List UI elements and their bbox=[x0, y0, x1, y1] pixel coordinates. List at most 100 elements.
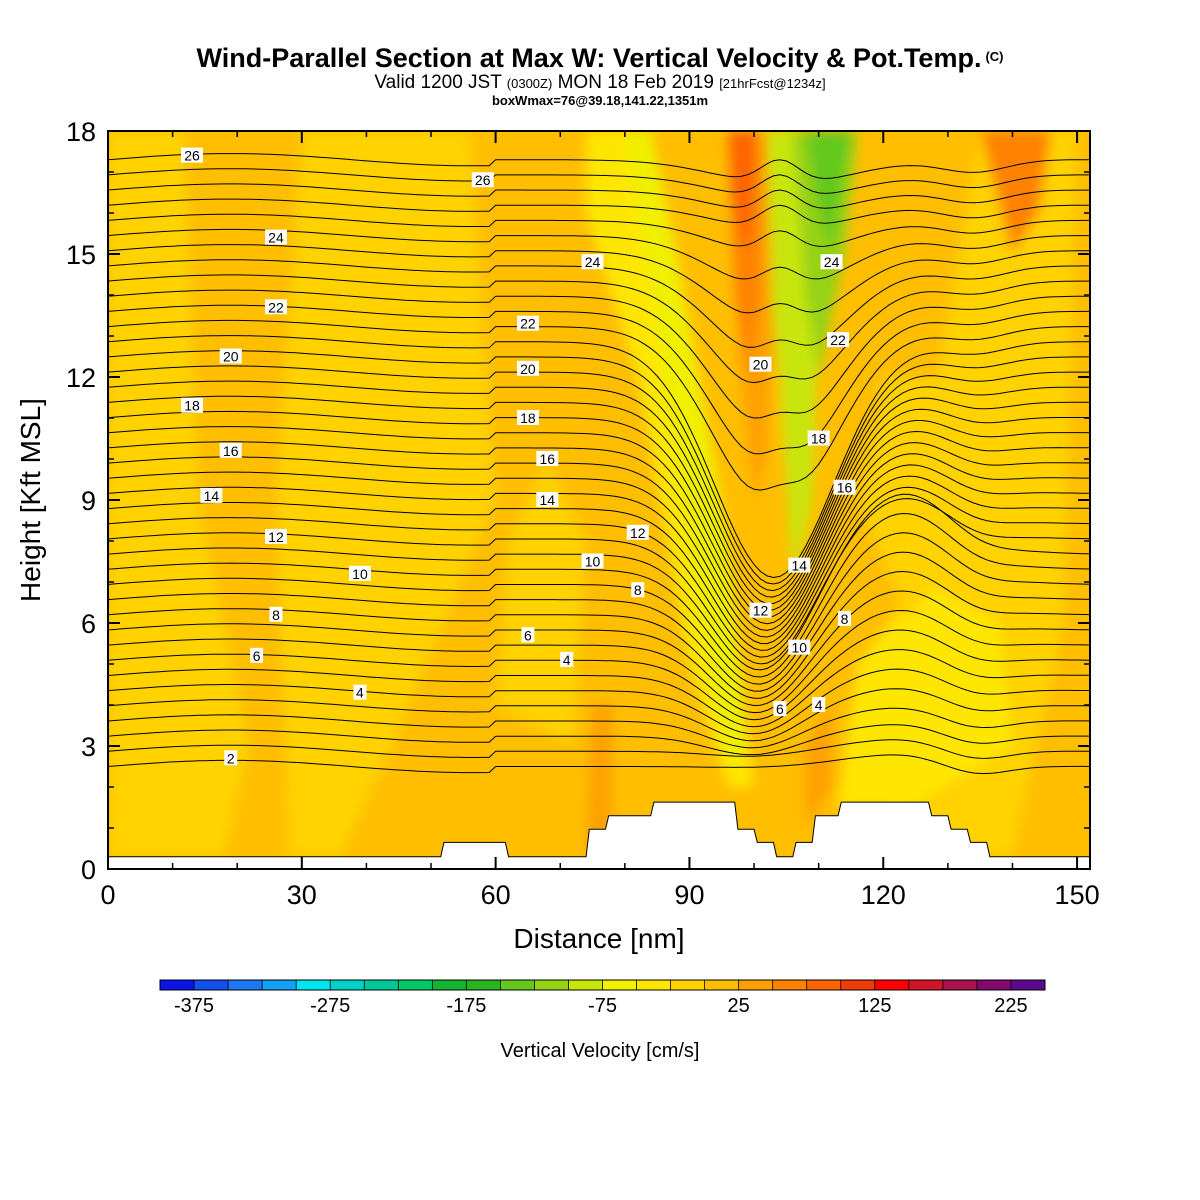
contour-label: 18 bbox=[811, 431, 827, 447]
contour-label: 14 bbox=[791, 558, 807, 574]
x-tick-label: 30 bbox=[287, 880, 317, 910]
y-tick-label: 6 bbox=[81, 609, 96, 639]
theta-contour-line bbox=[108, 688, 1090, 742]
contour-label-box bbox=[749, 356, 772, 372]
velocity-patch bbox=[495, 459, 587, 746]
theta-contour-line bbox=[108, 486, 1090, 658]
x-axis: 0 30 60 90 120 150 bbox=[100, 131, 1100, 910]
colorbar-swatch bbox=[160, 980, 195, 990]
colorbar-swatch bbox=[602, 980, 638, 990]
contour-label-box bbox=[180, 147, 203, 163]
contour-label: 6 bbox=[776, 701, 784, 717]
terrain-profile bbox=[108, 801, 1090, 869]
contour-label: 24 bbox=[268, 230, 284, 246]
contour-label-box bbox=[560, 651, 574, 667]
theta-contour-line bbox=[108, 629, 1090, 721]
contour-label: 8 bbox=[841, 611, 849, 627]
colorbar-swatch bbox=[738, 980, 774, 990]
y-axis: 0 3 6 9 12 15 18 bbox=[66, 117, 1090, 885]
valid-time: Valid 1200 JST bbox=[374, 72, 502, 93]
forecast-info: [21hrFcst@1234z] bbox=[719, 76, 826, 91]
colorbar-swatch bbox=[432, 980, 467, 990]
theta-contour-line bbox=[108, 168, 1090, 194]
theta-contour-line bbox=[108, 649, 1090, 728]
contour-label: 22 bbox=[830, 332, 846, 348]
velocity-patch bbox=[857, 377, 961, 623]
velocity-patch bbox=[805, 131, 851, 254]
contour-label: 20 bbox=[223, 349, 239, 365]
contour-label: 20 bbox=[520, 361, 536, 377]
contour-label-box bbox=[516, 410, 539, 425]
x-tick-label: 0 bbox=[100, 880, 115, 910]
copyright-mark: (C) bbox=[985, 49, 1004, 64]
contour-label: 22 bbox=[268, 299, 284, 315]
potential-temperature-contours bbox=[108, 153, 1090, 774]
theta-contour-line bbox=[108, 707, 1090, 749]
contour-label-box bbox=[827, 332, 850, 348]
theta-contour-line bbox=[108, 274, 1090, 384]
colorbar-swatch bbox=[228, 980, 263, 990]
theta-contour-line bbox=[108, 442, 1090, 631]
colorbar-swatch bbox=[636, 980, 672, 990]
contour-label: 10 bbox=[585, 554, 601, 570]
velocity-patch bbox=[108, 131, 251, 857]
contour-label-box bbox=[788, 639, 811, 655]
contour-label-box bbox=[471, 172, 494, 188]
title-main: Wind-Parallel Section at Max W: Vertical… bbox=[196, 43, 982, 73]
contour-label: 20 bbox=[753, 357, 769, 373]
contour-label: 24 bbox=[585, 254, 601, 270]
contour-label: 22 bbox=[520, 316, 536, 332]
y-tick-label: 3 bbox=[81, 732, 96, 762]
theta-contour-line bbox=[108, 430, 1090, 625]
theta-contour-line bbox=[108, 395, 1090, 604]
x-tick-label: 150 bbox=[1055, 880, 1100, 910]
colorbar-tick-label: -75 bbox=[588, 995, 617, 1017]
theta-contour-line bbox=[108, 754, 1090, 774]
colorbar-tick-label: -275 bbox=[310, 995, 350, 1017]
contour-label-box bbox=[838, 610, 851, 626]
contour-label: 24 bbox=[824, 254, 840, 270]
contour-label-box bbox=[581, 254, 604, 270]
contour-label-box bbox=[516, 315, 539, 331]
contour-label: 26 bbox=[184, 148, 200, 164]
theta-contour-line bbox=[108, 380, 1090, 598]
box-wmax-info: boxWmax=76@39.18,141.22,1351m bbox=[491, 93, 709, 108]
contour-label-box bbox=[348, 565, 371, 581]
contour-label: 16 bbox=[540, 451, 556, 467]
contour-label: 26 bbox=[475, 172, 491, 188]
contour-label-box bbox=[626, 524, 649, 540]
chart-subtitle: Valid 1200 JST (0300Z) MON 18 Feb 2019 [… bbox=[0, 73, 1200, 94]
contour-label-box bbox=[250, 647, 264, 663]
contour-label: 6 bbox=[253, 648, 261, 664]
x-axis-title: Distance [nm] bbox=[513, 923, 684, 954]
y-tick-label: 12 bbox=[66, 363, 96, 393]
velocity-patch bbox=[728, 131, 755, 254]
theta-contour-line bbox=[108, 319, 1090, 491]
contour-label: 8 bbox=[634, 582, 642, 598]
y-axis-title: Height [Kft MSL] bbox=[15, 398, 46, 602]
y-tick-label: 9 bbox=[81, 486, 96, 516]
contour-label-box bbox=[224, 750, 238, 766]
theta-contour-line bbox=[108, 512, 1090, 678]
theta-contour-line bbox=[108, 590, 1090, 707]
theta-contour-line bbox=[108, 244, 1090, 314]
contour-label: 12 bbox=[268, 529, 284, 545]
chart-title-block: Wind-Parallel Section at Max W: Vertical… bbox=[0, 42, 1200, 108]
x-tick-label: 90 bbox=[674, 880, 704, 910]
theta-contour-line bbox=[108, 153, 1090, 180]
contour-label: 18 bbox=[184, 398, 200, 414]
colorbar-swatch bbox=[976, 980, 1012, 990]
contour-label-box bbox=[820, 254, 843, 270]
y-tick-label: 18 bbox=[66, 117, 96, 147]
colorbar-swatch bbox=[670, 980, 706, 990]
contour-label-box bbox=[536, 451, 559, 466]
contour-label: 8 bbox=[272, 607, 280, 623]
zulu-time: (0300Z) bbox=[506, 76, 553, 91]
contour-label-box bbox=[200, 487, 223, 503]
theta-contour-line bbox=[108, 198, 1090, 224]
velocity-patch bbox=[792, 131, 858, 377]
contour-label: 4 bbox=[815, 697, 823, 713]
contour-label: 4 bbox=[563, 652, 571, 668]
contour-label: 14 bbox=[540, 492, 556, 508]
